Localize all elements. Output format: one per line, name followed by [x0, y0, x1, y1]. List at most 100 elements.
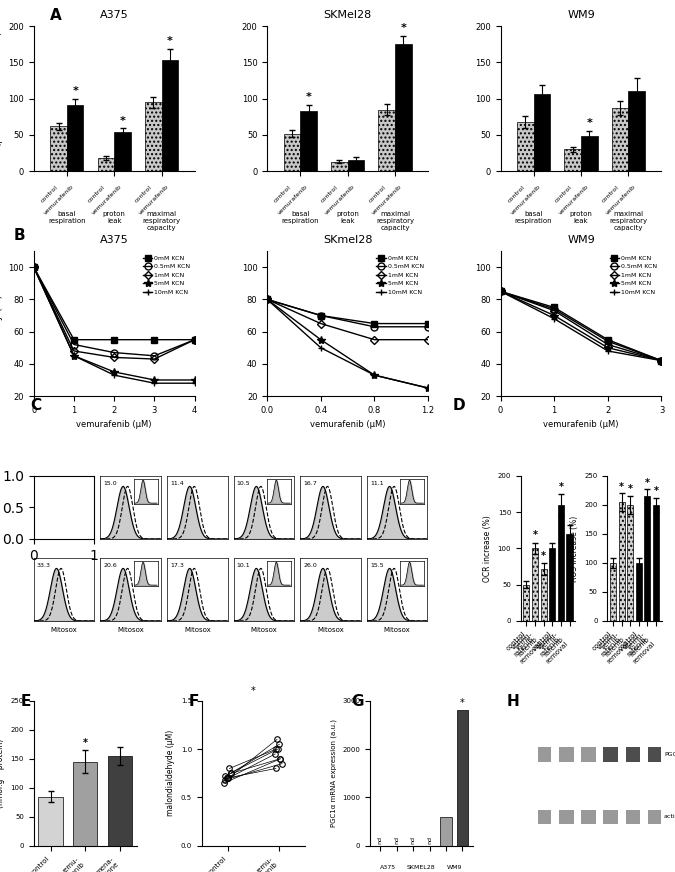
0.5mM KCN — [371, 322, 379, 332]
FancyBboxPatch shape — [626, 809, 641, 824]
1mM KCN — [604, 339, 612, 350]
Text: *: * — [619, 481, 624, 492]
0mM KCN — [497, 286, 505, 296]
Text: *: * — [83, 739, 88, 748]
FancyBboxPatch shape — [581, 809, 596, 824]
0.5mM KCN — [604, 336, 612, 346]
1mM KCN — [497, 286, 505, 296]
Text: *: * — [251, 686, 256, 696]
Bar — [379, 110, 395, 171]
10mM KCN — [263, 294, 271, 304]
Text: control: control — [40, 184, 59, 203]
Bar — [300, 111, 317, 171]
X-axis label: Mitosox: Mitosox — [184, 626, 211, 632]
10mM KCN — [424, 383, 432, 393]
Text: 16.7: 16.7 — [303, 481, 317, 487]
Line: 0.5mM KCN: 0.5mM KCN — [264, 296, 431, 330]
Bar — [627, 505, 633, 621]
Text: vemurafenib: vemurafenib — [277, 184, 308, 216]
Text: 10.1: 10.1 — [237, 563, 250, 569]
Text: A375: A375 — [381, 865, 396, 870]
0.5mM KCN — [263, 294, 271, 304]
1mM KCN — [317, 318, 325, 329]
Text: control: control — [554, 184, 572, 203]
Bar — [114, 132, 131, 171]
Title: WM9: WM9 — [567, 235, 595, 245]
Bar — [558, 505, 564, 621]
5mM KCN — [30, 262, 38, 272]
1mM KCN — [263, 294, 271, 304]
Title: WM9: WM9 — [567, 10, 595, 20]
5mM KCN — [497, 286, 505, 296]
Line: 5mM KCN: 5mM KCN — [263, 296, 432, 392]
Bar — [610, 563, 616, 621]
Bar — [161, 60, 178, 171]
Bar — [618, 502, 624, 621]
Text: vemurafenib: vemurafenib — [138, 184, 170, 216]
Text: *: * — [541, 551, 546, 561]
Text: 15.5: 15.5 — [370, 563, 383, 569]
Line: 1mM KCN: 1mM KCN — [31, 264, 198, 362]
5mM KCN — [317, 335, 325, 345]
0.5mM KCN — [424, 322, 432, 332]
Legend: 0mM KCN, 0.5mM KCN, 1mM KCN, 5mM KCN, 10mM KCN: 0mM KCN, 0.5mM KCN, 1mM KCN, 5mM KCN, 10… — [608, 254, 658, 296]
Line: 0mM KCN: 0mM KCN — [264, 296, 431, 327]
Line: 5mM KCN: 5mM KCN — [496, 287, 666, 364]
5mM KCN — [604, 343, 612, 353]
Title: SKmel28: SKmel28 — [323, 235, 373, 245]
X-axis label: vemurafenib (μM): vemurafenib (μM) — [543, 420, 619, 429]
Text: *: * — [72, 85, 78, 96]
5mM KCN — [110, 367, 118, 378]
10mM KCN — [371, 370, 379, 380]
Bar — [612, 108, 628, 171]
X-axis label: Mitosox: Mitosox — [117, 626, 144, 632]
10mM KCN — [30, 262, 38, 272]
Bar — [581, 136, 597, 171]
Text: control: control — [273, 184, 292, 203]
Line: 0mM KCN: 0mM KCN — [30, 263, 198, 344]
Line: 0.5mM KCN: 0.5mM KCN — [497, 288, 665, 364]
Line: 10mM KCN: 10mM KCN — [30, 263, 198, 386]
Text: A: A — [51, 8, 62, 23]
Bar — [98, 158, 114, 171]
Y-axis label: malondialdehyde
(nmol.g⁻¹ protein): malondialdehyde (nmol.g⁻¹ protein) — [0, 739, 5, 808]
0mM KCN — [151, 335, 159, 345]
Text: 17.3: 17.3 — [170, 563, 184, 569]
Text: *: * — [460, 698, 465, 708]
Legend: 0mM KCN, 0.5mM KCN, 1mM KCN, 5mM KCN, 10mM KCN: 0mM KCN, 0.5mM KCN, 1mM KCN, 5mM KCN, 10… — [142, 254, 192, 296]
0.5mM KCN — [497, 286, 505, 296]
5mM KCN — [657, 356, 666, 366]
Text: *: * — [558, 482, 564, 492]
Text: 20.1: 20.1 — [36, 481, 51, 487]
FancyBboxPatch shape — [648, 747, 663, 762]
1mM KCN — [70, 345, 78, 356]
Text: F: F — [189, 694, 199, 709]
1mM KCN — [657, 356, 666, 366]
Text: maximal
respiratory
capacity: maximal respiratory capacity — [376, 211, 414, 231]
0mM KCN — [190, 335, 198, 345]
5mM KCN — [550, 310, 558, 321]
Text: basal
respiration: basal respiration — [515, 211, 553, 224]
Text: 11.1: 11.1 — [370, 481, 383, 487]
10mM KCN — [110, 370, 118, 380]
Text: proton
leak: proton leak — [103, 211, 126, 224]
Text: *: * — [167, 37, 173, 46]
Text: vemurafenib: vemurafenib — [324, 184, 356, 216]
Bar — [440, 817, 452, 846]
0mM KCN — [263, 294, 271, 304]
0.5mM KCN — [110, 347, 118, 358]
Text: H: H — [506, 694, 519, 709]
Bar — [284, 133, 300, 171]
FancyBboxPatch shape — [537, 747, 551, 762]
Bar — [395, 44, 412, 171]
Bar — [517, 122, 534, 171]
Bar — [51, 126, 67, 171]
0mM KCN — [424, 318, 432, 329]
X-axis label: vemurafenib (μM): vemurafenib (μM) — [310, 420, 385, 429]
Line: 10mM KCN: 10mM KCN — [497, 288, 665, 364]
Bar — [566, 534, 572, 621]
Text: *: * — [533, 530, 537, 541]
FancyBboxPatch shape — [603, 747, 618, 762]
Text: 26.0: 26.0 — [303, 563, 317, 569]
Line: 0mM KCN: 0mM KCN — [497, 288, 665, 364]
